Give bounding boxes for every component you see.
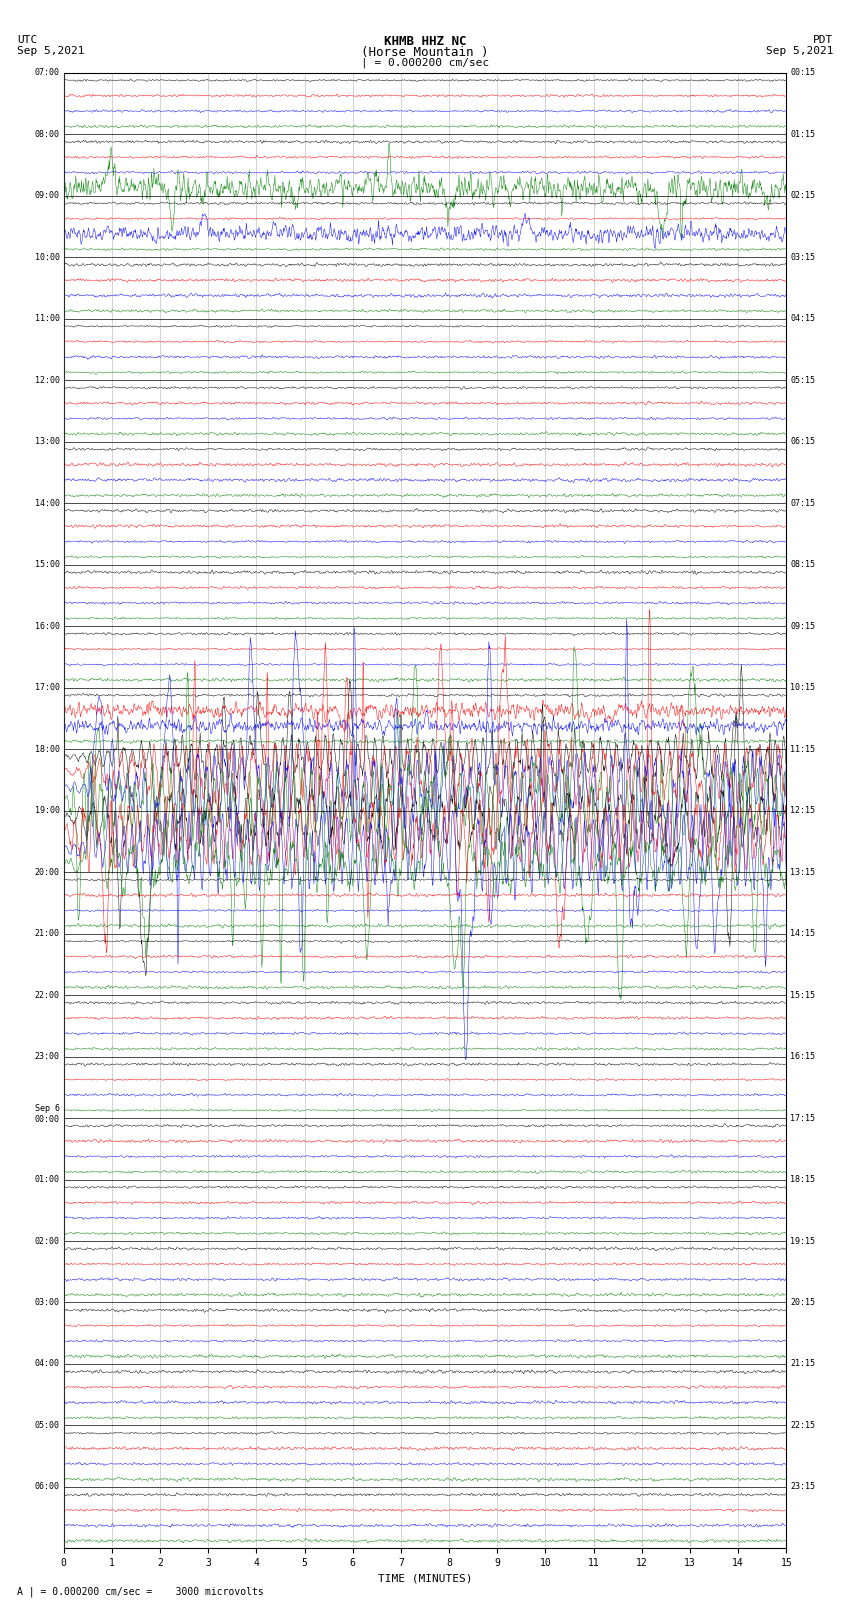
Text: 20:00: 20:00 (35, 868, 60, 876)
Text: 17:00: 17:00 (35, 682, 60, 692)
Text: 23:00: 23:00 (35, 1052, 60, 1061)
Text: 02:15: 02:15 (790, 190, 815, 200)
Text: Sep 6: Sep 6 (35, 1103, 60, 1113)
Text: 17:15: 17:15 (790, 1113, 815, 1123)
Text: KHMB HHZ NC: KHMB HHZ NC (383, 35, 467, 48)
Text: 02:00: 02:00 (35, 1237, 60, 1245)
Text: 21:00: 21:00 (35, 929, 60, 939)
Text: 18:00: 18:00 (35, 745, 60, 753)
Text: | = 0.000200 cm/sec: | = 0.000200 cm/sec (361, 58, 489, 68)
Text: 22:00: 22:00 (35, 990, 60, 1000)
Text: 12:00: 12:00 (35, 376, 60, 384)
Text: 09:00: 09:00 (35, 190, 60, 200)
Text: 12:15: 12:15 (790, 806, 815, 815)
Text: 23:15: 23:15 (790, 1482, 815, 1492)
Text: 03:00: 03:00 (35, 1298, 60, 1307)
Text: 22:15: 22:15 (790, 1421, 815, 1431)
Text: 04:00: 04:00 (35, 1360, 60, 1368)
Text: 08:00: 08:00 (35, 129, 60, 139)
Text: PDT: PDT (813, 35, 833, 45)
Text: 01:15: 01:15 (790, 129, 815, 139)
Text: 16:15: 16:15 (790, 1052, 815, 1061)
Text: 04:15: 04:15 (790, 315, 815, 323)
Text: 19:15: 19:15 (790, 1237, 815, 1245)
Text: 11:15: 11:15 (790, 745, 815, 753)
Text: UTC: UTC (17, 35, 37, 45)
Text: 15:00: 15:00 (35, 560, 60, 569)
Text: 19:00: 19:00 (35, 806, 60, 815)
Text: Sep 5,2021: Sep 5,2021 (766, 45, 833, 56)
Text: 15:15: 15:15 (790, 990, 815, 1000)
Text: 21:15: 21:15 (790, 1360, 815, 1368)
Text: 01:00: 01:00 (35, 1174, 60, 1184)
Text: A | = 0.000200 cm/sec =    3000 microvolts: A | = 0.000200 cm/sec = 3000 microvolts (17, 1586, 264, 1597)
Text: (Horse Mountain ): (Horse Mountain ) (361, 45, 489, 60)
Text: 05:00: 05:00 (35, 1421, 60, 1431)
Text: 06:15: 06:15 (790, 437, 815, 447)
Text: 20:15: 20:15 (790, 1298, 815, 1307)
Text: 10:15: 10:15 (790, 682, 815, 692)
Text: 16:00: 16:00 (35, 621, 60, 631)
Text: 05:15: 05:15 (790, 376, 815, 384)
X-axis label: TIME (MINUTES): TIME (MINUTES) (377, 1574, 473, 1584)
Text: 07:15: 07:15 (790, 498, 815, 508)
Text: 11:00: 11:00 (35, 315, 60, 323)
Text: 14:15: 14:15 (790, 929, 815, 939)
Text: 13:00: 13:00 (35, 437, 60, 447)
Text: 18:15: 18:15 (790, 1174, 815, 1184)
Text: 03:15: 03:15 (790, 253, 815, 261)
Text: 06:00: 06:00 (35, 1482, 60, 1492)
Text: 10:00: 10:00 (35, 253, 60, 261)
Text: 00:15: 00:15 (790, 68, 815, 77)
Text: 09:15: 09:15 (790, 621, 815, 631)
Text: 14:00: 14:00 (35, 498, 60, 508)
Text: 07:00: 07:00 (35, 68, 60, 77)
Text: Sep 5,2021: Sep 5,2021 (17, 45, 84, 56)
Text: 13:15: 13:15 (790, 868, 815, 876)
Text: 08:15: 08:15 (790, 560, 815, 569)
Text: 00:00: 00:00 (35, 1115, 60, 1124)
